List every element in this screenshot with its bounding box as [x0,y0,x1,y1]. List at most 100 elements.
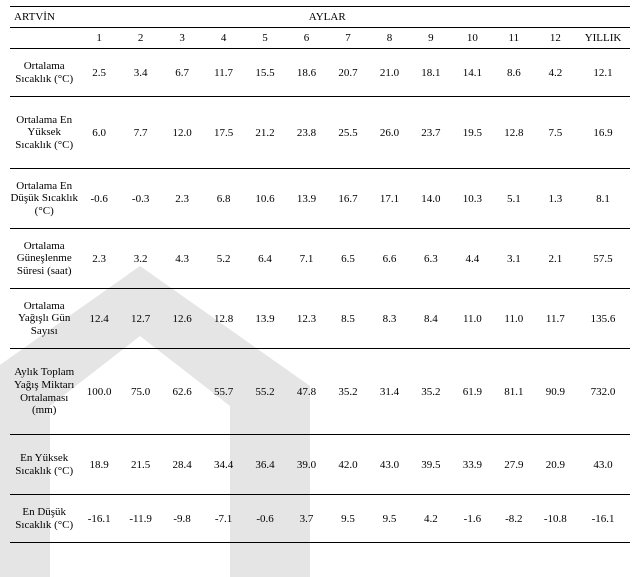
cell: 12.0 [161,97,202,169]
table-row: Ortalama Sıcaklık (°C)2.53.46.711.715.51… [10,49,630,97]
month-6: 6 [286,28,327,49]
cell: 12.3 [286,289,327,349]
cell: 4.2 [535,49,576,97]
row-label: En Düşük Sıcaklık (°C) [10,495,78,543]
cell: -0.6 [244,495,285,543]
cell: -11.9 [120,495,161,543]
table-row: Ortalama Güneşlenme Süresi (saat)2.33.24… [10,229,630,289]
cell: 20.7 [327,49,368,97]
month-11: 11 [493,28,534,49]
cell: -1.6 [452,495,493,543]
month-1: 1 [78,28,119,49]
month-8: 8 [369,28,410,49]
month-2: 2 [120,28,161,49]
cell: 6.3 [410,229,451,289]
cell: 12.6 [161,289,202,349]
cell: 47.8 [286,349,327,435]
cell: 90.9 [535,349,576,435]
cell: 5.2 [203,229,244,289]
cell: 6.5 [327,229,368,289]
cell: 12.7 [120,289,161,349]
cell: 6.7 [161,49,202,97]
cell: 23.8 [286,97,327,169]
cell: 18.1 [410,49,451,97]
cell: 1.3 [535,169,576,229]
cell: 18.9 [78,435,119,495]
cell: 21.2 [244,97,285,169]
cell: 36.4 [244,435,285,495]
cell: 10.3 [452,169,493,229]
annual-cell: 732.0 [576,349,630,435]
cell: 15.5 [244,49,285,97]
cell: 4.2 [410,495,451,543]
cell: 61.9 [452,349,493,435]
blank-annual-head [576,7,630,28]
cell: 3.1 [493,229,534,289]
cell: 12.8 [203,289,244,349]
cell: -0.3 [120,169,161,229]
cell: 4.3 [161,229,202,289]
cell: 8.4 [410,289,451,349]
cell: -8.2 [493,495,534,543]
cell: 13.9 [244,289,285,349]
cell: 43.0 [369,435,410,495]
cell: 18.6 [286,49,327,97]
cell: 42.0 [327,435,368,495]
table-body: Ortalama Sıcaklık (°C)2.53.46.711.715.51… [10,49,630,543]
cell: 75.0 [120,349,161,435]
cell: 6.8 [203,169,244,229]
cell: 5.1 [493,169,534,229]
city-label: ARTVİN [10,7,78,28]
cell: -9.8 [161,495,202,543]
row-label: Ortalama Yağışlı Gün Sayısı [10,289,78,349]
cell: 81.1 [493,349,534,435]
row-label: Aylık Toplam Yağış Miktarı Ortalaması (m… [10,349,78,435]
cell: 6.4 [244,229,285,289]
header-row-2: 1 2 3 4 5 6 7 8 9 10 11 12 YILLIK [10,28,630,49]
table-row: Ortalama En Yüksek Sıcaklık (°C)6.07.712… [10,97,630,169]
cell: 21.5 [120,435,161,495]
cell: 55.2 [244,349,285,435]
cell: 7.1 [286,229,327,289]
blank-rowhead [10,28,78,49]
cell: 11.0 [452,289,493,349]
annual-cell: 12.1 [576,49,630,97]
cell: 26.0 [369,97,410,169]
cell: 23.7 [410,97,451,169]
cell: 3.7 [286,495,327,543]
cell: 28.4 [161,435,202,495]
cell: 8.5 [327,289,368,349]
cell: 25.5 [327,97,368,169]
cell: 4.4 [452,229,493,289]
table-row: Ortalama Yağışlı Gün Sayısı12.412.712.61… [10,289,630,349]
cell: 39.0 [286,435,327,495]
cell: 2.3 [161,169,202,229]
cell: 35.2 [327,349,368,435]
cell: 13.9 [286,169,327,229]
cell: 2.5 [78,49,119,97]
cell: 7.5 [535,97,576,169]
cell: 19.5 [452,97,493,169]
cell: 3.4 [120,49,161,97]
cell: 17.1 [369,169,410,229]
cell: 35.2 [410,349,451,435]
month-7: 7 [327,28,368,49]
cell: -7.1 [203,495,244,543]
annual-cell: 43.0 [576,435,630,495]
month-12: 12 [535,28,576,49]
table-row: Ortalama En Düşük Sıcaklık (°C)-0.6-0.32… [10,169,630,229]
annual-cell: 57.5 [576,229,630,289]
cell: 10.6 [244,169,285,229]
months-title: AYLAR [78,7,576,28]
cell: 100.0 [78,349,119,435]
annual-cell: 8.1 [576,169,630,229]
cell: 2.1 [535,229,576,289]
cell: 55.7 [203,349,244,435]
cell: 20.9 [535,435,576,495]
cell: 21.0 [369,49,410,97]
cell: 11.7 [535,289,576,349]
row-label: Ortalama Sıcaklık (°C) [10,49,78,97]
table-row: Aylık Toplam Yağış Miktarı Ortalaması (m… [10,349,630,435]
cell: -0.6 [78,169,119,229]
cell: 11.7 [203,49,244,97]
